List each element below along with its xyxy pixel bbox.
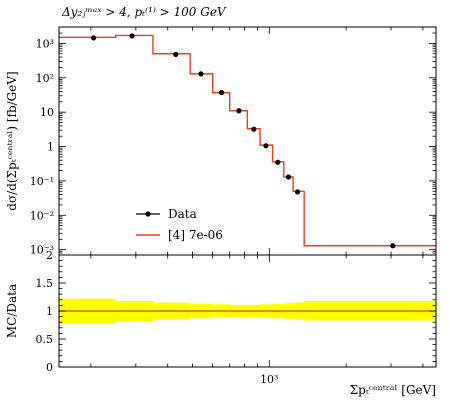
data-point xyxy=(285,174,292,180)
y-tick-label: 10⁻¹ xyxy=(30,175,54,188)
legend-label-data: Data xyxy=(168,207,197,221)
ratio-y-tick-label: 1.5 xyxy=(36,277,54,290)
legend-data-marker xyxy=(145,211,151,217)
data-point xyxy=(198,71,204,77)
legend-label-mc: [4] 7e-06 xyxy=(168,228,223,242)
ratio-y-tick-label: 0.5 xyxy=(36,333,54,346)
main-frame xyxy=(58,26,437,256)
ratio-panel: 0 0.5 1 1.5 2 10³ MC/Data Σpₜᶜᵉⁿᵗʳᵃˡ [GeV] xyxy=(5,249,437,397)
x-tick-label: 10³ xyxy=(260,373,278,386)
main-panel: 10⁻³ 10⁻² 10⁻¹ 1 10 10² 10³ dσ/d(Σpₜᶜᵉⁿᵗʳᵃˡ) [f… xyxy=(5,26,437,257)
mc-step-line xyxy=(59,34,436,247)
data-point xyxy=(263,143,269,149)
y-tick-label: 1 xyxy=(47,141,54,154)
x-axis-label: Σpₜᶜᵉⁿᵗʳᵃˡ [GeV] xyxy=(350,383,436,397)
chart-title-group: Δy₂ⱼᵐᵃˣ > 4, pₜ⁽¹⁾ > 100 GeV xyxy=(61,5,227,19)
ratio-y-tick-label: 0 xyxy=(46,361,53,374)
ratio-y-tick-label: 2 xyxy=(46,249,53,262)
y-axis-label: dσ/d(Σpₜᶜᵉⁿᵗʳᵃˡ) [fb/GeV] xyxy=(5,71,19,210)
y-tick-label: 10⁻³ xyxy=(30,244,54,257)
data-point xyxy=(275,159,281,165)
data-point xyxy=(294,189,301,195)
data-point xyxy=(390,243,396,249)
y-tick-label: 10 xyxy=(40,106,54,119)
data-point xyxy=(173,51,179,57)
y-tick-label: 10³ xyxy=(36,37,54,50)
ratio-y-tick-label: 1 xyxy=(46,305,53,318)
data-point xyxy=(91,35,97,41)
data-point xyxy=(129,33,135,39)
chart-title: Δy₂ⱼᵐᵃˣ > 4, pₜ⁽¹⁾ > 100 GeV xyxy=(61,5,227,19)
y-tick-label: 10² xyxy=(36,72,54,85)
data-point xyxy=(218,90,225,96)
data-point xyxy=(251,126,257,132)
data-point xyxy=(236,108,242,114)
y-tick-label: 10⁻² xyxy=(30,209,54,222)
ratio-y-axis-label: MC/Data xyxy=(5,284,19,338)
